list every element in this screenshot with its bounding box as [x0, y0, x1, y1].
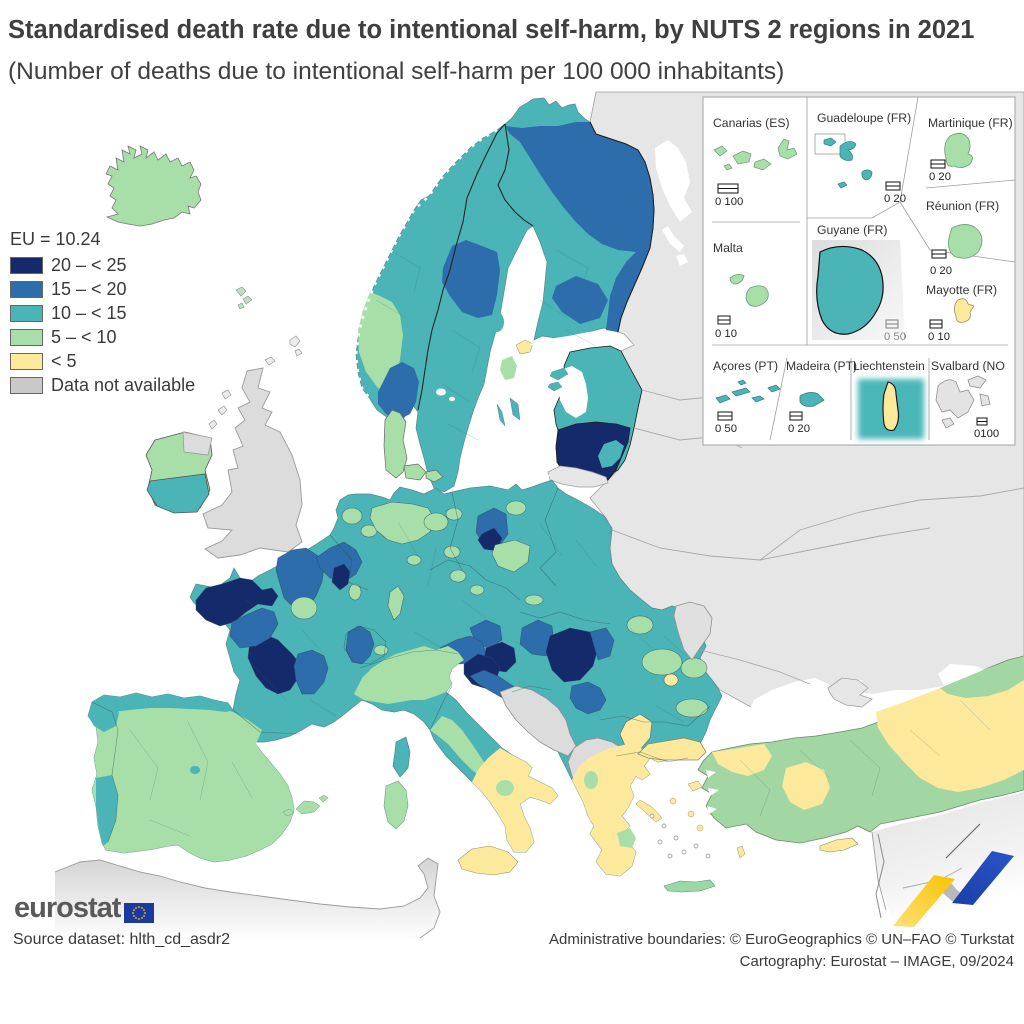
svg-text:Canarias (ES): Canarias (ES)	[713, 116, 790, 130]
svg-text:Guadeloupe (FR): Guadeloupe (FR)	[817, 111, 911, 125]
svg-text:0 100: 0 100	[715, 196, 743, 208]
svg-text:Svalbard (NO: Svalbard (NO	[931, 359, 1005, 373]
svg-text:Açores (PT): Açores (PT)	[713, 359, 778, 373]
svg-text:Mayotte (FR): Mayotte (FR)	[926, 283, 997, 297]
svg-text:0 50: 0 50	[715, 423, 737, 435]
svg-text:0 20: 0 20	[929, 171, 951, 183]
svg-text:Madeira (PT): Madeira (PT)	[786, 359, 857, 373]
svg-text:0 20: 0 20	[884, 193, 906, 205]
svg-text:0 10: 0 10	[928, 331, 950, 343]
svg-text:0100: 0100	[974, 428, 999, 440]
svg-text:Réunion (FR): Réunion (FR)	[926, 199, 999, 213]
svg-text:Guyane (FR): Guyane (FR)	[817, 223, 887, 237]
svg-text:Liechtenstein: Liechtenstein	[853, 359, 925, 373]
svg-text:0 10: 0 10	[715, 328, 737, 340]
svg-text:0 20: 0 20	[788, 423, 810, 435]
svg-text:Malta: Malta	[713, 241, 743, 255]
svg-text:Martinique (FR): Martinique (FR)	[928, 116, 1013, 130]
svg-text:0 20: 0 20	[930, 265, 952, 277]
